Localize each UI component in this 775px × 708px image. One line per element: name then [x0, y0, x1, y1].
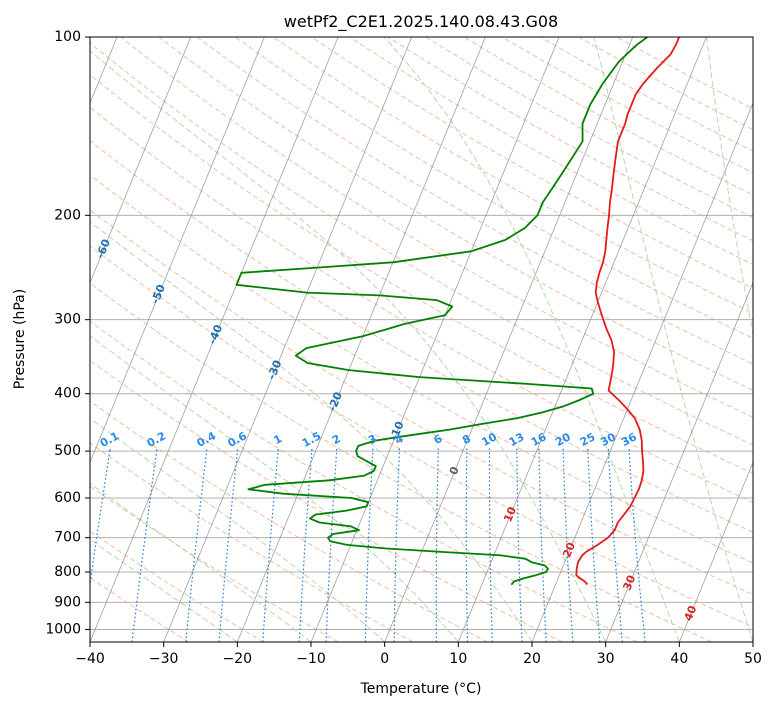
dry-adiabat — [311, 37, 753, 290]
x-tick-label: −10 — [296, 651, 326, 667]
x-axis-title: Temperature (°C) — [360, 681, 482, 697]
y-tick-label: 900 — [54, 594, 81, 610]
mixing-ratio-line — [435, 448, 439, 642]
moist-adiabat — [90, 335, 459, 642]
mixing-ratio-label: 10 — [479, 430, 499, 449]
y-tick-label: 300 — [54, 312, 81, 328]
mixing-ratio-lines — [90, 448, 646, 642]
isotherm — [236, 37, 486, 642]
y-tick-label: 100 — [54, 29, 81, 45]
y-tick-label: 700 — [54, 530, 81, 546]
mixing-ratio-line — [90, 448, 111, 588]
x-tick-label: −20 — [223, 651, 253, 667]
moist-adiabat — [383, 37, 680, 642]
mixing-ratio-line — [364, 448, 374, 642]
chart-title: wetPf2_C2E1.2025.140.08.43.G08 — [284, 12, 558, 32]
dry-adiabat — [90, 530, 264, 642]
mixing-ratio-label: 25 — [578, 430, 598, 449]
mixing-ratio-line — [262, 448, 279, 642]
x-tick-label: −40 — [75, 651, 105, 667]
moist-adiabat — [90, 482, 312, 642]
dry-adiabat — [90, 320, 638, 642]
dry-adiabat — [158, 37, 753, 391]
isotherm-label: 30 — [620, 573, 638, 592]
dry-adiabat — [90, 485, 339, 642]
mixing-ratio-line — [185, 448, 208, 642]
y-axis-title: Pressure (hPa) — [12, 289, 28, 389]
mixing-ratio-line — [516, 448, 523, 642]
sounding-profiles — [235, 37, 680, 586]
x-tick-label: −30 — [149, 651, 179, 667]
dry-adiabat — [90, 400, 488, 642]
dry-adiabat — [120, 37, 753, 418]
mixing-ratio-line — [298, 448, 313, 642]
y-tick-label: 600 — [54, 490, 81, 506]
isotherm — [90, 37, 339, 642]
x-tick-label: 40 — [670, 651, 688, 667]
moist-adiabat — [593, 37, 753, 642]
mixing-ratio-line — [488, 448, 493, 642]
x-tick-label: 20 — [523, 651, 541, 667]
y-tick-label: 1000 — [45, 621, 81, 637]
mixing-ratio-line — [325, 448, 338, 642]
x-tick-label: 0 — [380, 651, 389, 667]
y-tick-label: 400 — [54, 386, 81, 402]
isotherms — [90, 37, 753, 642]
plot-frame — [89, 36, 754, 643]
mixing-ratio-line — [465, 448, 469, 642]
dry-adiabat — [90, 359, 563, 642]
plot-area: -100-90-80-70-60-50-40-30-20-10010203040… — [90, 37, 753, 642]
x-tick-label: 10 — [449, 651, 467, 667]
mixing-ratio-line — [538, 448, 547, 642]
y-tick-label: 200 — [54, 207, 81, 223]
mixing-ratio-label: 16 — [529, 430, 549, 449]
mixing-ratio-label: 30 — [598, 430, 618, 449]
isotherm-label: 20 — [560, 540, 578, 559]
moist-adiabat — [706, 37, 753, 336]
temperature-profile — [575, 37, 680, 586]
isotherm — [90, 37, 192, 284]
isotherm — [678, 461, 753, 642]
isotherm — [531, 101, 753, 642]
mixing-ratio-line — [562, 448, 574, 642]
isotherm — [457, 37, 707, 642]
dry-adiabat — [90, 245, 753, 628]
moist-adiabat — [90, 538, 238, 642]
dry-adiabat — [90, 209, 753, 596]
isotherm — [310, 37, 560, 642]
moist-adiabat — [90, 417, 386, 642]
dry-adiabat — [90, 140, 753, 533]
isotherm — [605, 281, 753, 642]
moist-adiabat — [90, 220, 533, 642]
axes: −40 −30 −20 −10 0 10 20 30 40 50 100 200 300 400 500 60… — [45, 29, 762, 667]
dry-adiabat — [90, 282, 712, 642]
mixing-ratio-label: 20 — [553, 430, 573, 449]
isotherm-label: 40 — [682, 603, 700, 622]
mixing-ratio-line — [607, 448, 623, 642]
moist-adiabat — [90, 50, 607, 642]
isotherm — [163, 37, 413, 642]
dewpoint-profile — [235, 37, 649, 586]
isotherm — [384, 37, 634, 642]
mixing-ratio-line — [587, 448, 601, 642]
mixing-ratio-line — [131, 448, 158, 642]
x-tick-label: 30 — [597, 651, 615, 667]
isotherm — [90, 37, 265, 464]
isotherm-label: 10 — [501, 505, 519, 524]
moist-adiabats — [90, 37, 753, 642]
x-tick-label: 50 — [744, 651, 762, 667]
y-tick-label: 800 — [54, 564, 81, 580]
mixing-ratio-label: 36 — [619, 430, 639, 449]
mixing-ratio-label: 13 — [507, 430, 527, 449]
y-tick-label: 500 — [54, 443, 81, 459]
dry-adiabat — [90, 42, 753, 446]
mixing-ratio-line — [218, 448, 239, 642]
mixing-ratio-line — [628, 448, 646, 642]
dry-adiabat — [90, 106, 753, 504]
